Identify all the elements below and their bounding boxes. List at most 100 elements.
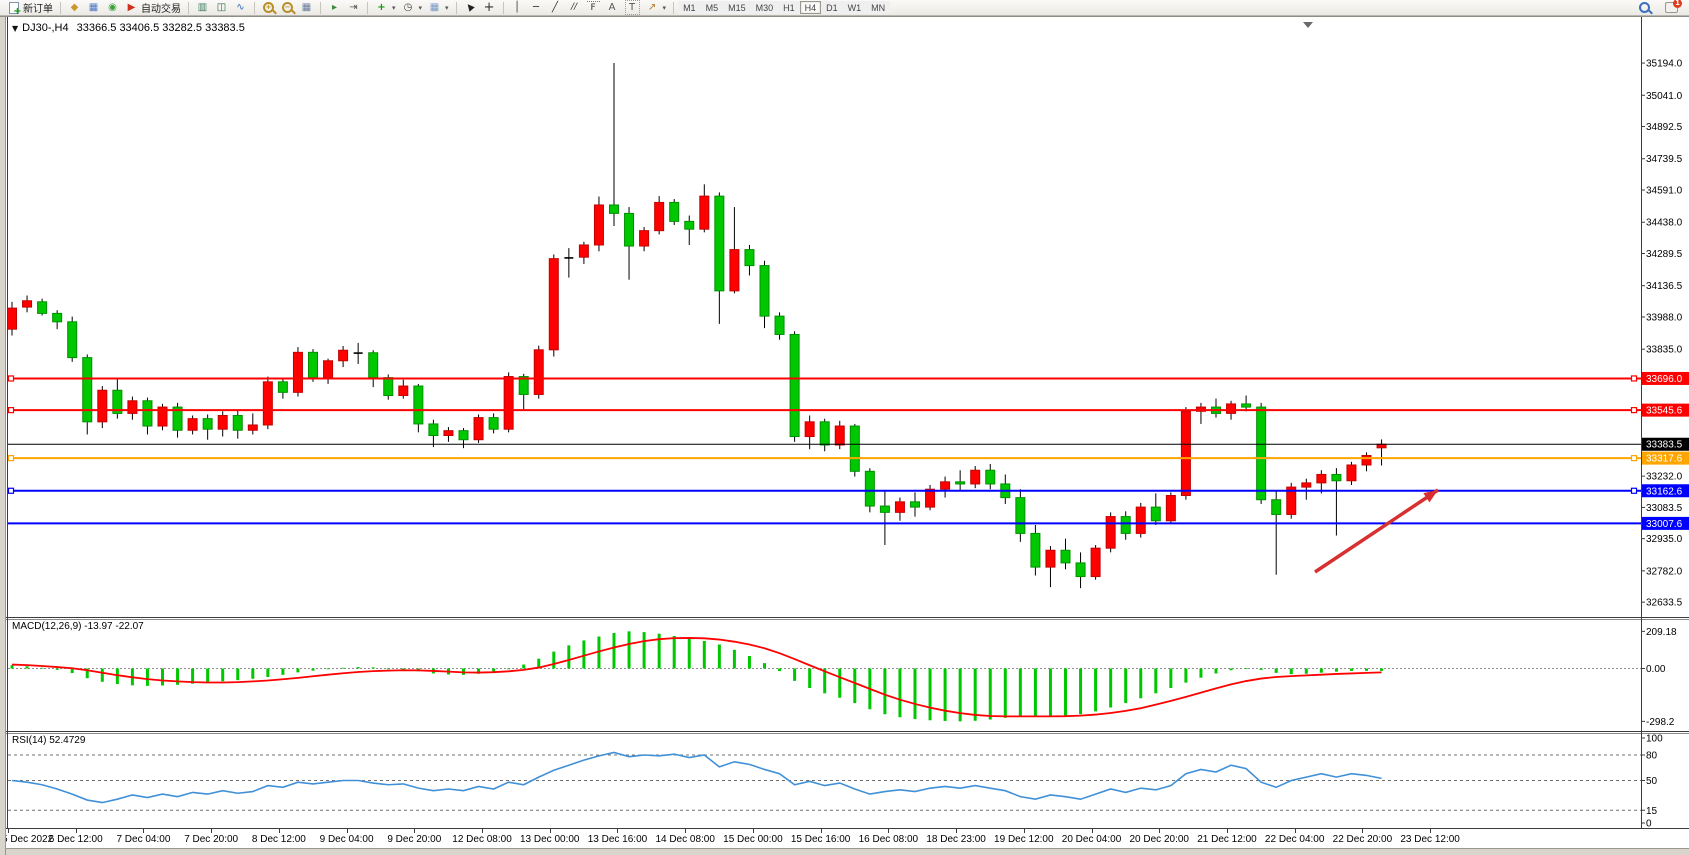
timeframe-m30[interactable]: M30 (750, 1, 779, 14)
fibonacci-button[interactable]: F (584, 0, 603, 15)
candlestick-chart-button[interactable]: ◫ (212, 1, 231, 15)
horizontal-line-button[interactable]: ─ (527, 1, 546, 15)
timeframe-h1[interactable]: H1 (778, 1, 800, 14)
text-label-button[interactable]: T (622, 0, 643, 15)
price-tick-label: 35194.0 (1646, 59, 1683, 70)
price-p ane[interactable]: 35194.0 35041.0 34892.5 34739.5 34591.0 34438… (0, 17, 1689, 617)
arrows-button[interactable]: ↗ ▾ (643, 1, 670, 15)
signals-button[interactable]: ◉ (103, 1, 122, 15)
time-label: 6 Dec 12:00 (48, 834, 103, 845)
line-handle[interactable] (1630, 455, 1638, 462)
zoom-out-button[interactable]: − (278, 1, 297, 15)
autotrading-button[interactable]: ▶ 自动交易 (122, 1, 184, 15)
time-tick (278, 829, 280, 833)
text-button[interactable]: A (603, 1, 622, 15)
search-icon (1638, 1, 1653, 15)
line-handle[interactable] (1630, 487, 1638, 494)
trendline-button[interactable]: ╱ (546, 1, 565, 15)
horizontal-line-33545.6[interactable]: 33545.6 (7, 403, 1689, 417)
time-tick (1294, 829, 1296, 833)
time-label: 19 Dec 12:00 (994, 834, 1054, 845)
line-chart-button[interactable]: ∿ (231, 1, 250, 15)
price-tick-label: 33835.0 (1646, 345, 1683, 356)
horizontal-line-33383.5[interactable]: 33383.5 (8, 437, 1689, 451)
symbol-period-label: DJ30-,H4 (22, 22, 69, 34)
price-tick-label: 35041.0 (1646, 91, 1683, 102)
tile-windows-button[interactable]: ▦ (297, 1, 316, 15)
templates-button[interactable]: ▦ ▾ (425, 1, 452, 15)
horizontal-line-33696.0[interactable]: 33696.0 (7, 371, 1689, 385)
line-handle[interactable] (1630, 407, 1638, 414)
time-tick (1430, 829, 1432, 833)
search-button[interactable] (1635, 1, 1654, 15)
timeframe-m5[interactable]: M5 (700, 1, 724, 14)
separator (60, 1, 61, 14)
line-handle[interactable] (7, 375, 15, 382)
timeframe-mn[interactable]: MN (866, 1, 891, 14)
time-tick (1362, 829, 1364, 833)
rsi-indicator-label: RSI(14) 52.4729 (12, 735, 86, 746)
horizontal-line-33162.6[interactable]: 33162.6 (7, 484, 1689, 498)
trend-arrow[interactable] (1314, 488, 1439, 574)
horizontal-line-icon: ─ (533, 1, 540, 13)
bar-chart-button[interactable]: ▥ (193, 1, 212, 15)
notification-badge: 1 (1673, 0, 1682, 8)
timeframe-d1[interactable]: D1 (821, 1, 843, 14)
auto-scroll-button[interactable]: ▸ (325, 1, 344, 15)
price-tick-label: 34892.5 (1646, 122, 1683, 133)
price-tick-label: 32782.0 (1646, 566, 1683, 577)
chart-shift-button[interactable]: ⇥ (344, 1, 363, 15)
notifications-button[interactable]: 1 (1662, 0, 1682, 15)
periods-button[interactable]: ◷ ▾ (399, 1, 426, 15)
autotrading-label: 自动交易 (141, 4, 181, 15)
tester-icon: ▦ (88, 1, 99, 13)
autotrading-icon: ▶ (127, 1, 136, 13)
price-tick-label: 34136.5 (1646, 281, 1683, 292)
rsi-pane[interactable]: 100 80 50 15 0 (0, 731, 1689, 828)
timeframe-w1[interactable]: W1 (842, 1, 867, 14)
metaeditor-button[interactable]: ◆ (65, 1, 84, 15)
time-tick (820, 829, 822, 833)
crosshair-button[interactable]: + (480, 1, 499, 15)
time-tick (1159, 829, 1161, 833)
vertical-line-button[interactable]: │ (508, 1, 527, 15)
chart-shift-marker[interactable] (1303, 22, 1313, 28)
line-chart-icon: ∿ (236, 1, 245, 13)
macd-signal-line (11, 637, 1382, 718)
line-handle[interactable] (7, 407, 15, 414)
time-tick (888, 829, 890, 833)
zoom-in-icon: + (262, 1, 277, 15)
new-order-button[interactable]: + 新订单 (4, 1, 56, 16)
time-label: 18 Dec 23:00 (926, 834, 986, 845)
timeframe-m1[interactable]: M1 (678, 1, 701, 14)
ohlc-values: 33366.5 33406.5 33282.5 33383.5 (76, 22, 245, 34)
time-tick (1226, 829, 1228, 833)
cursor-button[interactable]: ▲ (461, 1, 480, 15)
zoom-in-button[interactable]: + (259, 1, 278, 15)
line-handle[interactable] (1630, 375, 1638, 382)
horizontal-line-33007.6[interactable]: 33007.6 (8, 516, 1689, 530)
add-indicator-button[interactable]: + ▾ (372, 1, 399, 15)
chat-bubble-icon: 1 (1665, 0, 1682, 14)
horizontal-line-33317.6[interactable]: 33317.6 (7, 451, 1689, 465)
fibonacci-icon: F (586, 0, 600, 15)
line-handle[interactable] (7, 455, 15, 462)
macd-pane[interactable]: 209.18 0.00 -298.2 (0, 617, 1689, 731)
time-axis[interactable]: 5 Dec 2022 6 Dec 12:00 7 Dec 04:00 7 Dec 20… (0, 828, 1689, 848)
timeframe-m15[interactable]: M15 (723, 1, 751, 14)
line-price-label: 33545.6 (1646, 406, 1683, 417)
time-tick (143, 829, 145, 833)
equidistant-channel-button[interactable]: // (565, 1, 584, 15)
macd-tick-label: 0.00 (1646, 664, 1666, 675)
price-tick-label: 33988.0 (1646, 312, 1683, 323)
timeframe-h4[interactable]: H4 (799, 1, 822, 14)
price-tick-label: 33232.0 (1646, 472, 1683, 483)
strategy-tester-button[interactable]: ▦ (84, 1, 103, 15)
separator (188, 1, 189, 14)
chart-menu-caret-icon[interactable]: ▼ (12, 24, 19, 33)
time-label: 13 Dec 16:00 (587, 834, 648, 845)
time-tick (685, 829, 687, 833)
line-handle[interactable] (7, 487, 15, 494)
separator (502, 1, 504, 14)
macd-tick-label: 209.18 (1646, 627, 1677, 638)
